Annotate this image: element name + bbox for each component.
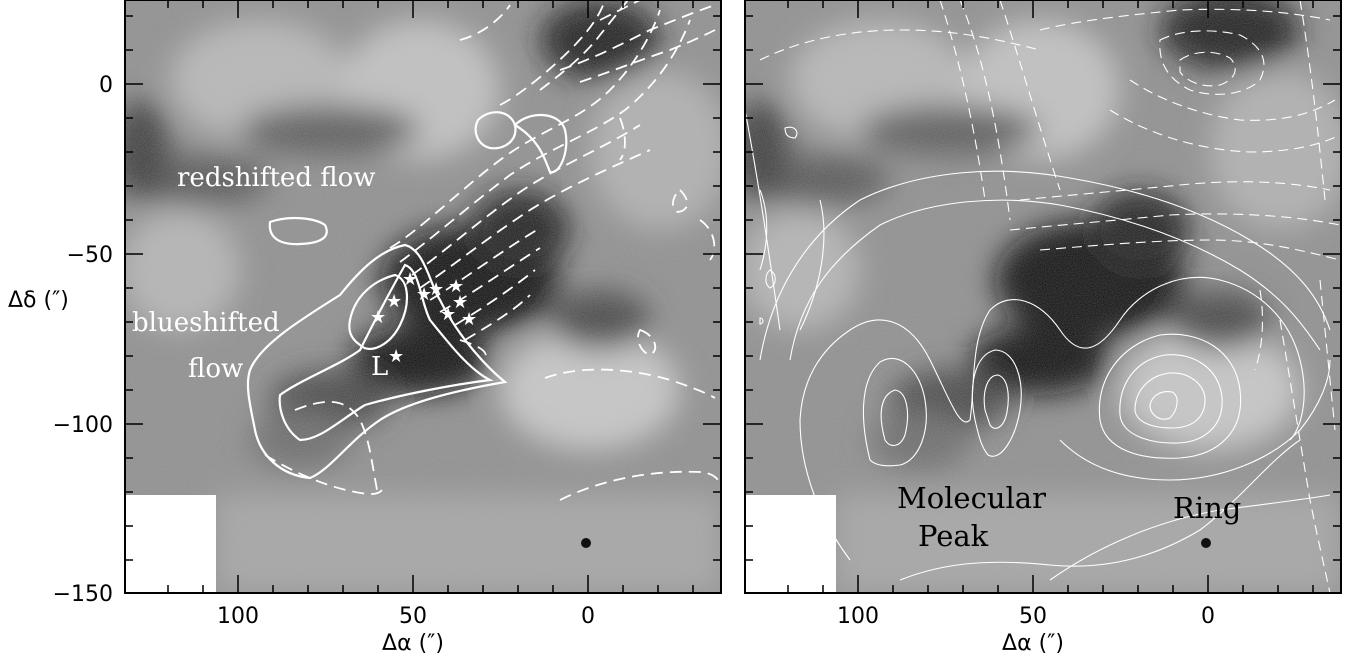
- left-frame: [124, 0, 722, 594]
- left-ticks: [125, 0, 721, 593]
- right-x-axis-label: Δα (″): [1002, 631, 1064, 656]
- left-blank-corner: [125, 495, 216, 593]
- svg-text:★: ★: [402, 269, 418, 290]
- right-frame: [744, 0, 1342, 594]
- svg-text:★: ★: [370, 307, 386, 328]
- left-star-markers: ★ ★ ★ ★ ★ ★ ★ ★ ★ ★: [370, 269, 477, 367]
- left-panel: ★ ★ ★ ★ ★ ★ ★ ★ ★ ★ redshifted flow blue…: [8, 0, 722, 656]
- flow-label: flow: [188, 354, 243, 384]
- peak-label: Peak: [918, 519, 989, 553]
- right-x-tick-label: 100: [837, 604, 879, 629]
- left-x-tick-label: 0: [581, 604, 595, 629]
- right-panel: Molecular Peak Ring: [744, 0, 1342, 656]
- y-axis-label: Δδ (″): [8, 288, 69, 313]
- svg-text:★: ★: [461, 309, 477, 330]
- svg-text:★: ★: [440, 304, 456, 325]
- ring-label: Ring: [1173, 491, 1241, 525]
- blueshifted-label: blueshifted: [132, 308, 280, 338]
- right-x-tick-label: 0: [1201, 604, 1215, 629]
- svg-text:★: ★: [388, 346, 404, 367]
- svg-text:★: ★: [428, 279, 444, 300]
- svg-text:★: ★: [386, 291, 402, 312]
- left-y-tick-label: −100: [53, 413, 113, 438]
- right-grayscale-image: [745, 0, 1341, 593]
- source-l-label: L: [371, 352, 388, 382]
- left-contours: [246, 0, 719, 501]
- redshifted-flow-label: redshifted flow: [177, 163, 375, 193]
- right-contours: [745, 0, 1341, 593]
- left-y-tick-label: 0: [99, 73, 113, 98]
- left-x-axis-label: Δα (″): [382, 631, 444, 656]
- svg-text:★: ★: [452, 292, 468, 313]
- molecular-label: Molecular: [897, 481, 1046, 515]
- svg-text:★: ★: [416, 284, 432, 305]
- left-x-tick-label: 100: [217, 604, 259, 629]
- left-x-tick-label: 50: [399, 604, 427, 629]
- left-y-tick-label: −50: [67, 243, 113, 268]
- svg-text:★: ★: [448, 276, 464, 297]
- right-ticks: [745, 0, 1341, 593]
- left-y-tick-label: −150: [53, 582, 113, 607]
- right-blank-corner: [745, 495, 836, 593]
- right-x-tick-label: 50: [1019, 604, 1047, 629]
